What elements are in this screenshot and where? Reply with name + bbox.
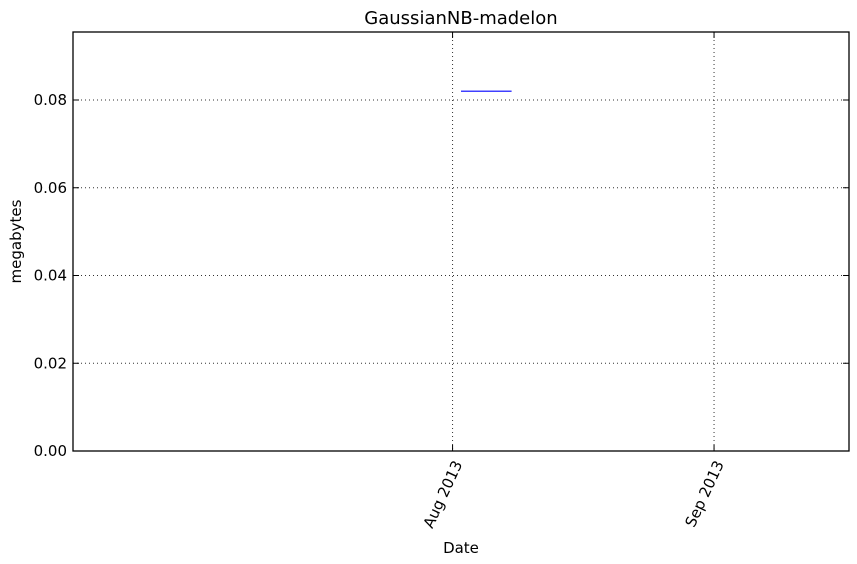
axis-ticks: 0.00 0.02 0.04 0.06 0.08 Aug 2013 Sep 2013 [34,32,849,531]
y-tick-label: 0.02 [34,354,67,372]
x-axis-label: Date [443,539,479,557]
y-tick-label: 0.06 [34,179,67,197]
grid-lines [73,32,849,451]
y-axis-label: megabytes [7,199,25,283]
x-tick-label: Aug 2013 [420,458,467,531]
chart-title: GaussianNB-madelon [364,8,557,29]
plot-frame [72,31,850,452]
x-tick-label: Sep 2013 [681,458,727,530]
y-tick-label: 0.04 [34,267,67,285]
y-tick-label: 0.00 [34,442,67,460]
y-tick-label: 0.08 [34,91,67,109]
